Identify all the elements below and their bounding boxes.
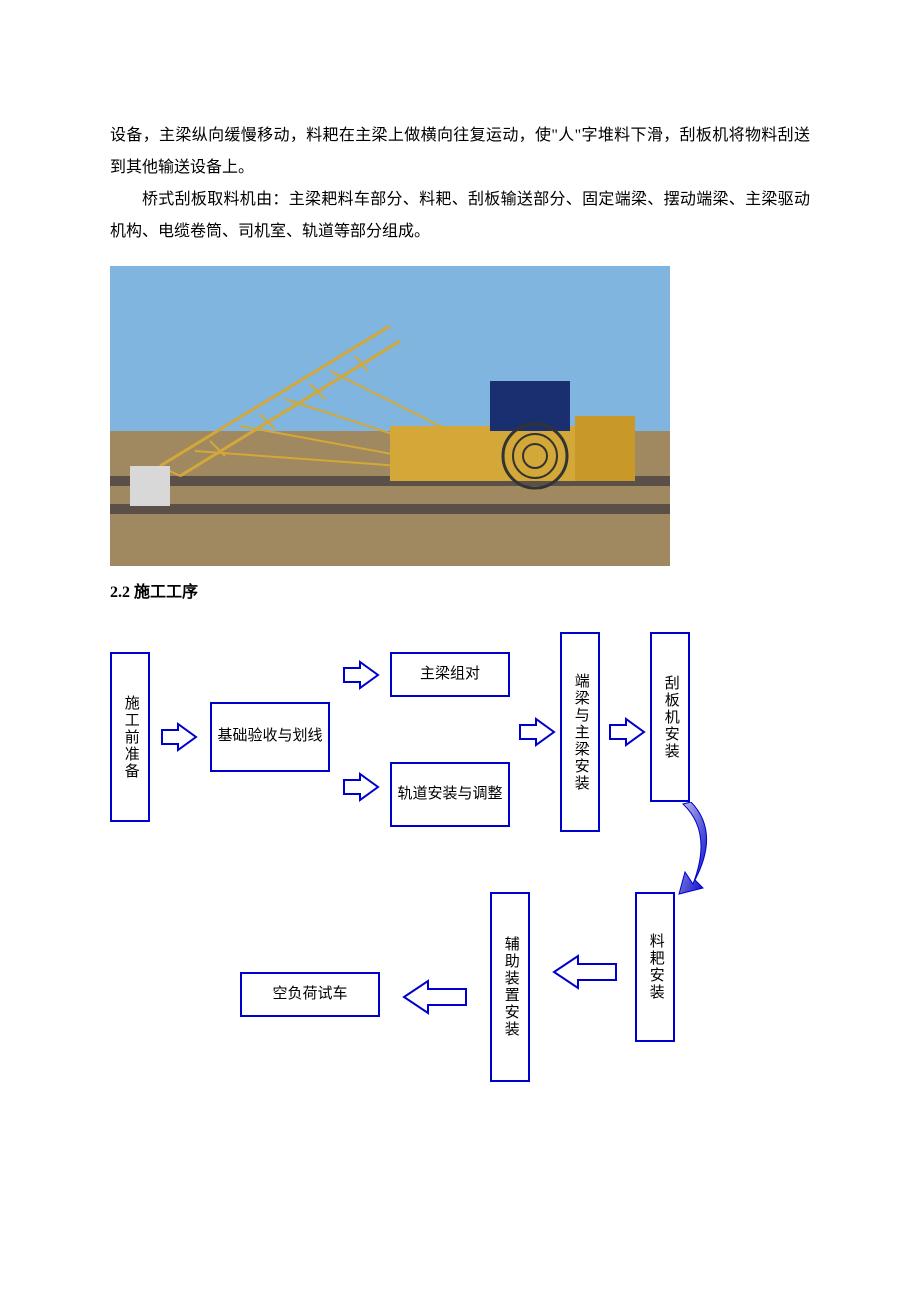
node-beam-assembly: 主梁组对 [390,652,510,697]
arrow-2 [342,660,382,690]
arrow-7 [550,952,620,992]
node-scraper-install: 刮板机安装 [650,632,690,802]
arrow-4 [518,717,558,747]
arrow-5 [608,717,648,747]
node-noload-test: 空负荷试车 [240,972,380,1017]
arrow-8 [400,977,470,1017]
node-track-install: 轨道安装与调整 [390,762,510,827]
arrow-6-curve [665,802,725,897]
node-aux-install: 辅助装置安装 [490,892,530,1082]
machine-photo [110,266,670,566]
paragraph-1: 设备，主梁纵向缓慢移动，料耙在主梁上做横向往复运动，使"人"字堆料下滑，刮板机将… [110,120,810,184]
node-rake-install: 料耙安装 [635,892,675,1042]
node-prep: 施工前准备 [110,652,150,822]
flowchart: 施工前准备 基础验收与划线 主梁组对 轨道安装与调整 端梁与主梁安装 刮板机安装… [110,632,810,1152]
arrow-1 [160,722,200,752]
paragraph-2: 桥式刮板取料机由：主梁耙料车部分、料耙、刮板输送部分、固定端梁、摆动端梁、主梁驱… [110,184,810,248]
section-title: 2.2 施工工序 [110,578,810,602]
node-endbeam-install: 端梁与主梁安装 [560,632,600,832]
arrow-3 [342,772,382,802]
node-foundation: 基础验收与划线 [210,702,330,772]
